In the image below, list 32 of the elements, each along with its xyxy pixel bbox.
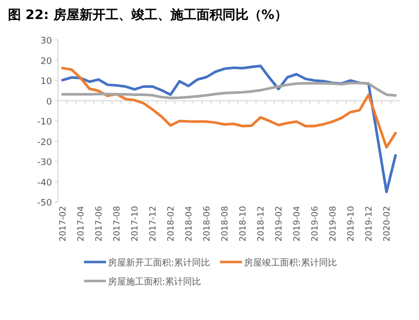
y-tick-label: -30 [37,158,52,168]
x-tick-label: 2018-04 [184,206,194,242]
y-tick-label: -10 [37,118,52,128]
title: 图 22: 房屋新开工、竣工、施工面积同比（%） [8,8,288,23]
legend-label: 房屋新开工面积:累计同比 [108,258,210,268]
x-tick-label: 2018-06 [202,206,212,242]
x-tick-label: 2017-08 [112,206,122,242]
x-tick-label: 2019-04 [292,206,302,242]
y-tick-label: -40 [37,178,52,188]
y-tick-label: 30 [40,36,52,46]
y-tick-label: -20 [37,138,52,148]
y-tick-label: 0 [46,97,52,108]
x-tick-label: 2018-10 [238,206,248,242]
x-tick-label: 2017-02 [58,206,68,242]
x-tick-label: 2017-06 [94,206,104,242]
y-tick-label: 10 [40,77,52,87]
legend-label: 房屋竣工面积:累计同比 [244,258,338,268]
x-tick-label: 2019-06 [310,206,320,242]
x-tick-label: 2018-08 [220,206,230,242]
x-tick-label: 2017-04 [76,206,86,242]
x-tick-label: 2018-12 [256,206,266,242]
y-tick-label: 20 [40,56,52,67]
x-tick-label: 2019-10 [346,206,356,242]
x-tick-label: 2018-02 [166,206,176,242]
x-tick-label: 2017-10 [130,206,140,242]
x-tick-label: 2019-12 [364,206,374,242]
x-tick-label: 2020-02 [382,206,392,242]
legend-label: 房屋施工面积:累计同比 [108,276,202,288]
x-tick-label: 2019-08 [328,206,338,242]
x-tick-label: 2017-12 [148,206,158,242]
y-tick-label: -50 [37,198,52,208]
x-tick-label: 2019-02 [274,206,284,242]
